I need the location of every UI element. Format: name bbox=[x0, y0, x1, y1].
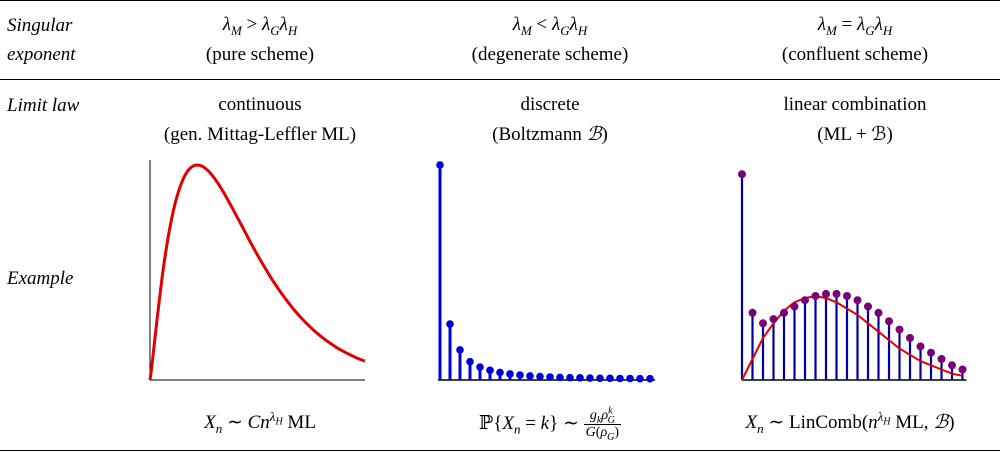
point-14 bbox=[576, 374, 584, 382]
point-11 bbox=[853, 296, 862, 305]
row-label-example: Example bbox=[7, 268, 74, 289]
limit-col3-line2: (ML + ℬ) bbox=[817, 124, 893, 145]
point-7 bbox=[506, 370, 514, 378]
density-curve bbox=[148, 163, 366, 381]
header-col2-relation: λM < λGλH bbox=[512, 14, 588, 38]
point-14 bbox=[885, 317, 893, 326]
point-15 bbox=[895, 325, 904, 334]
point-4 bbox=[780, 308, 788, 317]
point-13 bbox=[874, 308, 883, 317]
point-6 bbox=[496, 368, 504, 377]
row-label-exponent: exponent bbox=[7, 44, 76, 65]
point-10 bbox=[536, 372, 544, 381]
point-5 bbox=[790, 302, 799, 311]
point-20 bbox=[636, 374, 644, 383]
point-21 bbox=[646, 374, 654, 383]
point-12 bbox=[864, 302, 872, 311]
point-13 bbox=[566, 373, 574, 382]
header-col1-relation: λM > λGλH bbox=[222, 14, 298, 38]
point-18 bbox=[927, 348, 935, 357]
continuous-component-curve bbox=[741, 294, 963, 381]
point-12 bbox=[556, 373, 564, 382]
example-col1-formula: Xn ∼ CnλH ML bbox=[204, 408, 316, 436]
limit-col1-line2: (gen. Mittag-Leffler ML) bbox=[163, 124, 357, 145]
point-18 bbox=[616, 374, 624, 383]
point-4 bbox=[476, 363, 484, 371]
point-9 bbox=[832, 289, 841, 298]
point-2 bbox=[759, 319, 767, 328]
table-bottom-rule bbox=[0, 450, 1000, 451]
point-0 bbox=[436, 161, 444, 169]
point-5 bbox=[486, 366, 494, 375]
point-10 bbox=[843, 292, 851, 300]
limit-col2-line2: (Boltzmann ℬ) bbox=[492, 124, 608, 145]
point-3 bbox=[769, 315, 778, 324]
confluent-combination-plot bbox=[738, 170, 967, 381]
header-col2-scheme: (degenerate scheme) bbox=[471, 44, 629, 65]
point-20 bbox=[948, 361, 956, 370]
point-0 bbox=[738, 170, 746, 179]
header-bottom-rule bbox=[0, 79, 1000, 80]
point-16 bbox=[596, 374, 604, 383]
point-1 bbox=[446, 320, 454, 328]
point-19 bbox=[626, 374, 634, 383]
row-label-singular: Singular bbox=[7, 15, 73, 36]
point-16 bbox=[906, 334, 914, 342]
point-17 bbox=[606, 374, 614, 383]
table-top-rule bbox=[0, 0, 1000, 1]
point-7 bbox=[811, 292, 820, 300]
point-21 bbox=[958, 365, 967, 374]
limit-col3-line1: linear combination bbox=[783, 94, 927, 115]
example-col3-formula: Xn ∼ LinComb(nλH ML, ℬ) bbox=[745, 408, 955, 436]
point-15 bbox=[586, 374, 594, 382]
point-17 bbox=[916, 342, 925, 351]
header-col3-scheme: (confluent scheme) bbox=[781, 44, 929, 65]
row-label-limit-law: Limit law bbox=[7, 95, 80, 116]
point-6 bbox=[801, 296, 809, 305]
point-19 bbox=[937, 355, 946, 363]
point-8 bbox=[516, 371, 524, 379]
point-9 bbox=[526, 372, 534, 380]
limit-col1-line1: continuous bbox=[218, 94, 302, 115]
point-11 bbox=[546, 373, 554, 381]
limit-col2-line1: discrete bbox=[520, 94, 580, 115]
header-col3-relation: λM = λGλH bbox=[817, 14, 893, 38]
point-1 bbox=[748, 308, 757, 317]
header-col1-scheme: (pure scheme) bbox=[205, 44, 315, 65]
point-3 bbox=[466, 357, 474, 366]
discrete-boltzmann-plot bbox=[436, 161, 655, 383]
example-col2-formula: ℙ{Xn = k} ∼ gkρkG G(ρG) bbox=[478, 405, 622, 443]
point-8 bbox=[822, 289, 830, 298]
point-2 bbox=[456, 346, 464, 354]
continuous-density-plot bbox=[148, 160, 366, 381]
